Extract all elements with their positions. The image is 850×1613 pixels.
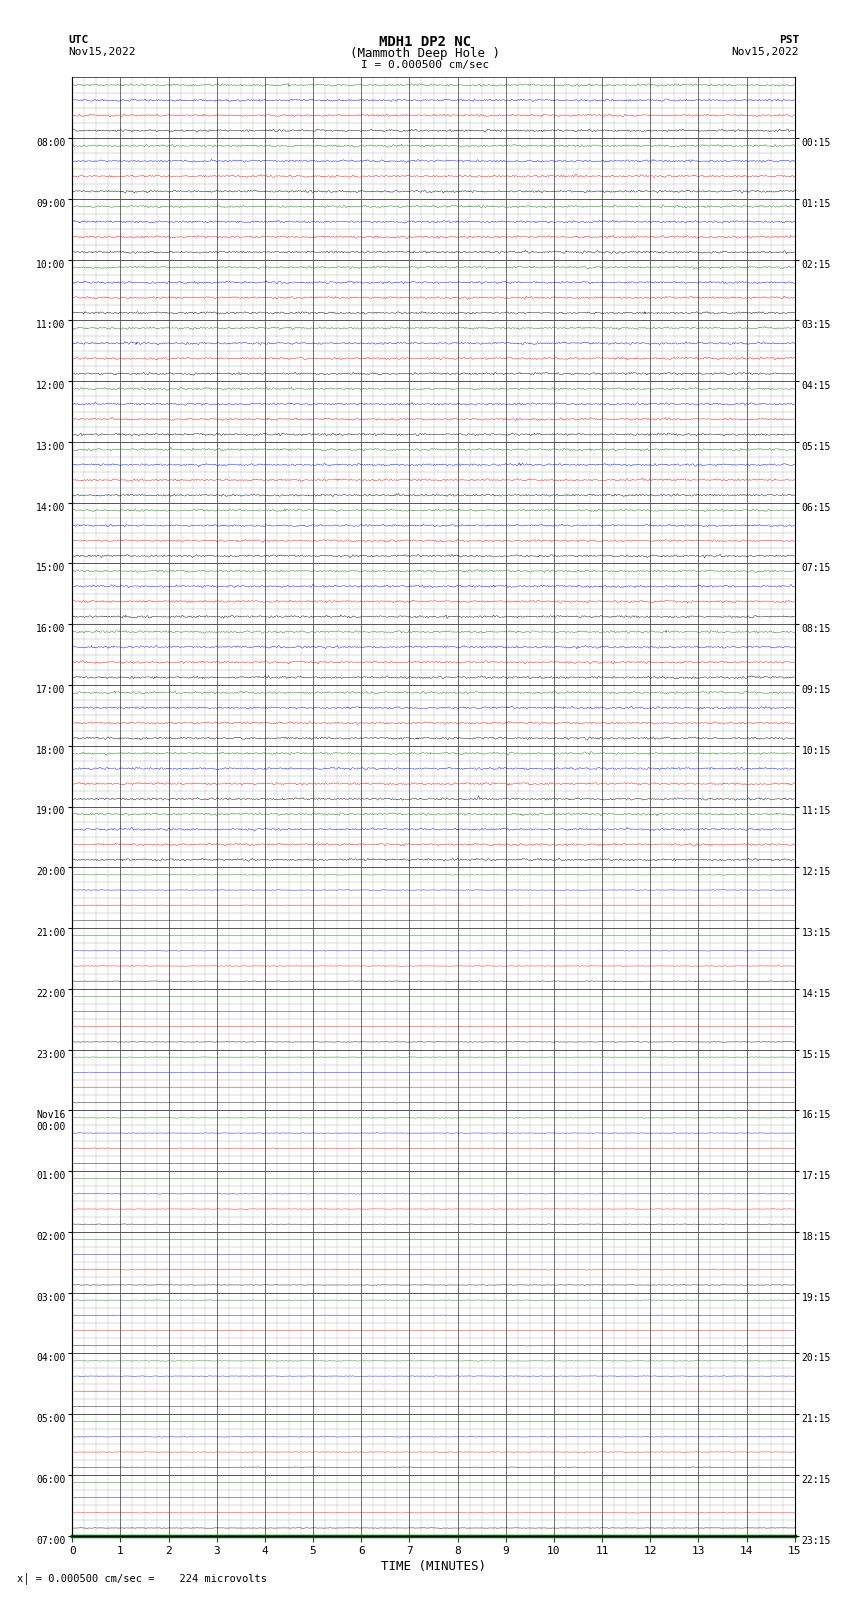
Text: UTC: UTC	[68, 35, 88, 45]
Text: Nov15,2022: Nov15,2022	[732, 47, 799, 56]
X-axis label: TIME (MINUTES): TIME (MINUTES)	[381, 1560, 486, 1573]
Text: Nov15,2022: Nov15,2022	[68, 47, 135, 56]
Text: I = 0.000500 cm/sec: I = 0.000500 cm/sec	[361, 60, 489, 69]
Text: x│ = 0.000500 cm/sec =    224 microvolts: x│ = 0.000500 cm/sec = 224 microvolts	[17, 1573, 267, 1584]
Text: MDH1 DP2 NC: MDH1 DP2 NC	[379, 35, 471, 50]
Text: PST: PST	[779, 35, 799, 45]
Text: (Mammoth Deep Hole ): (Mammoth Deep Hole )	[350, 47, 500, 60]
